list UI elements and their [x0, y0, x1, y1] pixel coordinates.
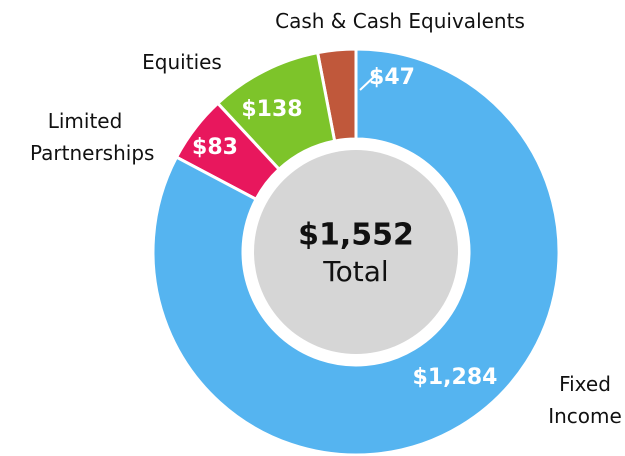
- category-label: Limited Partnerships: [30, 109, 155, 165]
- value-label: $83: [192, 135, 238, 160]
- donut-segment: [151, 47, 561, 456]
- value-label: $138: [241, 97, 302, 122]
- category-label: Equities: [142, 50, 222, 74]
- category-label: Fixed Income: [548, 372, 622, 428]
- value-label: $1,284: [413, 365, 498, 390]
- center-value: $1,552: [298, 218, 414, 253]
- leader-line: [359, 72, 379, 91]
- center-label: Total: [322, 255, 388, 288]
- donut-segment: [215, 50, 337, 172]
- value-label: $47: [369, 65, 415, 90]
- donut-segment: [174, 101, 282, 202]
- center-disc: [254, 150, 458, 354]
- category-label: Cash & Cash Equivalents: [275, 9, 525, 33]
